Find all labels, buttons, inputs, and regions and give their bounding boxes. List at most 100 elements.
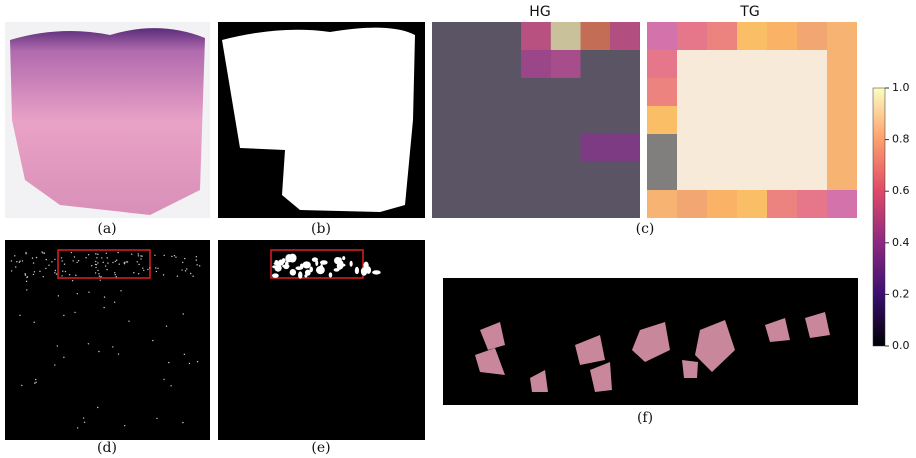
nucleus: [54, 364, 55, 365]
nucleus: [112, 346, 113, 347]
nucleus: [126, 261, 127, 262]
nucleus: [51, 261, 52, 262]
colorbar: [873, 88, 885, 346]
nucleus: [199, 265, 200, 266]
nucleus: [141, 256, 142, 257]
nucleus: [142, 267, 143, 268]
nucleus: [157, 268, 158, 269]
nucleus: [166, 325, 167, 326]
nucleus: [185, 270, 186, 271]
heat-cell: [610, 134, 640, 162]
heat-cell: [827, 106, 857, 134]
nucleus: [124, 263, 125, 264]
nucleus: [69, 274, 70, 275]
nucleus: [316, 269, 324, 273]
nucleus: [143, 270, 144, 271]
nucleus: [192, 276, 193, 277]
nucleus: [342, 256, 345, 260]
nucleus: [163, 274, 164, 275]
heat-cell: [827, 190, 857, 218]
nucleus: [300, 264, 304, 270]
nucleus: [35, 379, 36, 380]
nucleus: [63, 357, 64, 358]
nucleus: [117, 252, 118, 253]
nucleus: [35, 382, 36, 383]
nucleus: [61, 257, 62, 258]
nucleus: [100, 279, 101, 280]
nucleus: [107, 262, 108, 263]
nucleus: [147, 269, 148, 270]
nucleus: [138, 255, 139, 256]
nucleus: [175, 257, 176, 258]
nucleus: [174, 255, 175, 256]
nucleus: [83, 417, 84, 418]
nucleus: [155, 267, 156, 268]
nucleus: [64, 264, 65, 265]
nucleus: [16, 261, 17, 262]
nucleus: [100, 276, 101, 277]
nucleus: [63, 315, 64, 316]
panel-tg: [647, 22, 857, 218]
colorbar-tick-label: 0.0: [892, 339, 910, 352]
nucleus: [168, 362, 169, 363]
nucleus: [355, 267, 359, 274]
nucleus: [33, 274, 34, 275]
nucleus: [186, 268, 187, 269]
nucleus: [290, 269, 296, 276]
nucleus: [62, 260, 63, 261]
nucleus: [363, 262, 368, 270]
nucleus: [72, 260, 73, 261]
colorbar-tick-label: 0.2: [892, 287, 910, 300]
nucleus: [88, 291, 89, 292]
nucleus: [34, 382, 35, 383]
nucleus: [24, 273, 25, 274]
nucleus: [21, 385, 22, 386]
nucleus: [54, 259, 55, 260]
colorbar-tick-label: 0.6: [892, 184, 910, 197]
heatmap-title: TG: [739, 4, 759, 20]
heat-cell: [647, 190, 677, 218]
nucleus: [19, 315, 20, 316]
nucleus: [104, 296, 105, 297]
nucleus: [116, 260, 117, 261]
nucleus: [34, 271, 35, 272]
nucleus: [103, 307, 104, 308]
nucleus: [189, 363, 190, 364]
heat-cell: [610, 22, 640, 50]
nucleus: [119, 263, 120, 264]
nucleus: [116, 276, 117, 277]
nucleus: [350, 261, 353, 267]
nucleus: [131, 253, 132, 254]
nucleus: [26, 281, 27, 282]
page: HG TG (a) (b) (c) (d) (e) (f) 0.00.20.40…: [0, 0, 916, 458]
nucleus: [25, 253, 26, 254]
nucleus: [43, 276, 44, 277]
nucleus: [46, 259, 47, 260]
nucleus: [196, 256, 197, 257]
nucleus: [285, 254, 292, 262]
nucleus: [275, 260, 279, 265]
caption: (c): [636, 221, 655, 237]
nucleus: [338, 263, 346, 267]
nucleus: [45, 268, 46, 269]
heat-cell: [521, 50, 551, 78]
nucleus: [65, 271, 66, 272]
nucleus: [85, 257, 86, 258]
nucleus: [15, 266, 16, 267]
nucleus: [96, 257, 97, 258]
heat-cell: [647, 106, 677, 134]
nucleus: [149, 267, 150, 268]
nucleus: [184, 258, 185, 259]
nucleus: [156, 418, 157, 419]
nucleus: [282, 264, 290, 267]
nucleus: [196, 259, 197, 260]
heat-cell: [551, 50, 581, 78]
colorbar-tick-label: 0.4: [892, 236, 910, 249]
nucleus: [95, 272, 96, 273]
nucleus: [19, 261, 20, 262]
colorbar-tick-label: 0.8: [892, 133, 910, 146]
heat-cell: [551, 22, 581, 50]
nucleus: [84, 422, 85, 423]
nucleus: [138, 273, 139, 274]
nucleus: [72, 280, 73, 281]
